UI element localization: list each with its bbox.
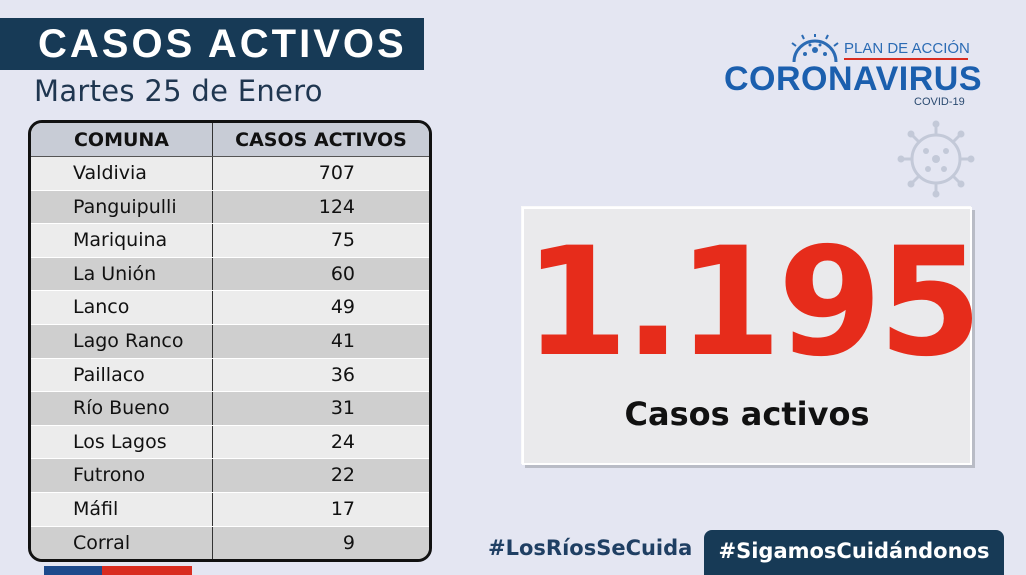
comuna-cell: Futrono [31,459,213,492]
table-body: Valdivia 707 Panguipulli 124 Mariquina 75 L… [31,157,429,559]
comuna-cell: Máfil [31,492,213,526]
comuna-cell: Lanco [31,291,213,324]
table-row: La Unión 60 [31,257,429,292]
comuna-cell: Río Bueno [31,392,213,425]
cases-table: COMUNA CASOS ACTIVOS Valdivia 707 Panguip… [28,120,432,562]
virus-watermark-icon [897,120,975,198]
total-card: 1.195 Casos activos [522,207,982,465]
flag-strip-red [102,566,192,575]
total-label: Casos activos [624,395,870,433]
column-header-casos: CASOS ACTIVOS [235,129,407,151]
table-row: Lago Ranco 41 [31,324,429,359]
casos-cell: 124 [318,195,355,218]
flag-strip-blue [44,566,102,575]
table-row: Valdivia 707 [31,157,429,191]
comuna-cell: Los Lagos [31,425,213,459]
column-header-comuna: COMUNA [31,123,213,156]
table-row: Corral 9 [31,526,429,559]
table-row: Futrono 22 [31,459,429,493]
casos-cell: 24 [330,430,355,453]
casos-cell: 707 [318,162,355,184]
casos-cell: 17 [330,497,355,520]
table-row: Paillaco 36 [31,358,429,393]
casos-cell: 75 [330,229,355,252]
table-header: COMUNA CASOS ACTIVOS [31,123,429,157]
comuna-cell: Valdivia [31,157,213,190]
table-row: Los Lagos 24 [31,425,429,460]
casos-cell: 60 [330,262,355,285]
table-row: Lanco 49 [31,291,429,325]
comuna-cell: Mariquina [31,224,213,257]
casos-cell: 31 [330,397,355,420]
page-title: CASOS ACTIVOS [0,18,424,70]
logo-sub-text: COVID-19 [914,96,965,108]
hashtag-sigamos: #SigamosCuidándonos [704,530,1004,575]
casos-cell: 9 [342,531,355,554]
total-active-cases: 1.195 [524,216,982,390]
logo-main-text: CORONAVIRUS [724,60,982,98]
logo-divider [844,58,968,60]
table-row: Río Bueno 31 [31,392,429,426]
table-row: Mariquina 75 [31,224,429,258]
hashtag-los-rios: #LosRíosSeCuida [488,536,693,560]
date-label: Martes 25 de Enero [34,74,323,108]
comuna-cell: Corral [31,526,213,559]
table-row: Máfil 17 [31,492,429,527]
virus-icon [791,34,839,63]
casos-cell: 36 [330,363,355,386]
logo-plan-text: PLAN DE ACCIÓN [844,40,970,57]
coronavirus-logo: PLAN DE ACCIÓN CORONAVIRUS COVID-19 [722,34,982,114]
comuna-cell: Lago Ranco [31,324,213,358]
comuna-cell: Panguipulli [31,190,213,224]
flag-strip [44,566,192,575]
comuna-cell: Paillaco [31,358,213,392]
casos-cell: 22 [330,464,355,487]
casos-cell: 49 [330,296,355,319]
table-row: Panguipulli 124 [31,190,429,225]
comuna-cell: La Unión [31,257,213,291]
casos-cell: 41 [330,329,355,352]
